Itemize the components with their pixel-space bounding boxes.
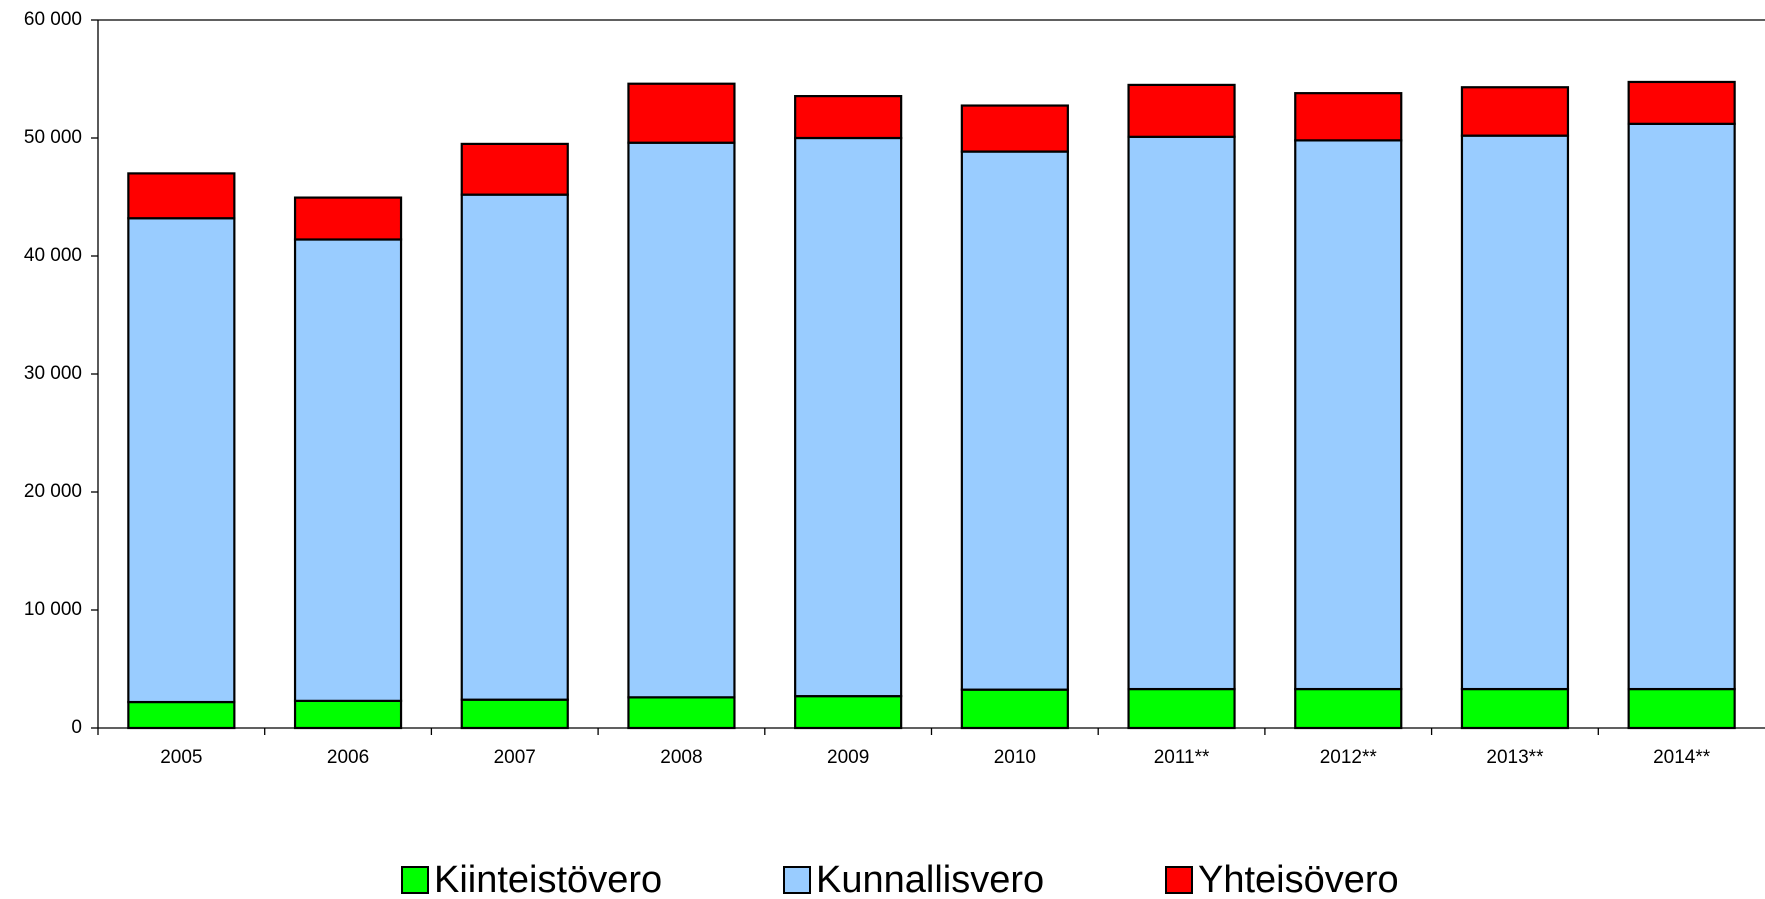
bar-segment xyxy=(1294,92,1403,142)
bar-segment xyxy=(293,238,403,702)
bar-segment xyxy=(127,700,236,730)
bar-segment xyxy=(460,142,569,196)
bar-segment xyxy=(960,104,1069,153)
x-tick-label: 2012** xyxy=(1320,747,1378,768)
x-tick-label: 2011** xyxy=(1154,747,1210,768)
bar-segment xyxy=(794,136,903,698)
bar-segment xyxy=(1294,687,1403,730)
x-tick-label: 2013** xyxy=(1486,747,1544,768)
x-tick-label: 2007 xyxy=(494,747,536,768)
bar-segment xyxy=(627,82,736,144)
bar-segment xyxy=(127,172,236,220)
y-tick-label: 60 000 xyxy=(24,9,82,30)
bar-segment xyxy=(627,696,736,730)
legend-label: Yhteisövero xyxy=(1198,859,1399,899)
y-tick-label: 40 000 xyxy=(24,245,82,266)
legend-swatch xyxy=(783,866,811,894)
x-tick-label: 2009 xyxy=(827,747,869,768)
bar-segment xyxy=(1460,687,1570,730)
bar-segment xyxy=(627,141,736,699)
bar-segment xyxy=(460,698,569,730)
x-tick-label: 2014** xyxy=(1653,747,1711,768)
bar-segment xyxy=(1460,134,1570,691)
bar-segment xyxy=(293,196,403,241)
bar-segment xyxy=(960,688,1069,730)
x-tick-label: 2006 xyxy=(327,747,369,768)
bar-segment xyxy=(794,95,903,140)
bar-segment xyxy=(1460,86,1570,137)
bar-segment xyxy=(1627,122,1736,691)
y-tick-label: 50 000 xyxy=(24,127,82,148)
y-tick-label: 30 000 xyxy=(24,363,82,384)
bar-segment xyxy=(1127,135,1236,691)
x-tick-label: 2010 xyxy=(994,747,1036,768)
bar-segment xyxy=(1127,687,1236,730)
bar-segment xyxy=(293,699,403,730)
bar-segment xyxy=(1294,139,1403,691)
bar-segment xyxy=(1627,687,1736,730)
x-tick-label: 2005 xyxy=(160,747,202,768)
bar-segment xyxy=(1127,83,1236,138)
y-tick-label: 0 xyxy=(71,717,82,738)
legend-label: Kiinteistövero xyxy=(434,859,662,899)
x-tick-label: 2008 xyxy=(660,747,702,768)
bar-segment xyxy=(127,217,236,704)
y-tick-label: 10 000 xyxy=(24,599,82,620)
bar-segment xyxy=(460,193,569,701)
legend-swatch xyxy=(1165,866,1193,894)
legend-label: Kunnallisvero xyxy=(816,859,1044,899)
bar-segment xyxy=(1627,80,1736,125)
legend-swatch xyxy=(401,866,429,894)
bar-segment xyxy=(794,695,903,730)
bar-segment xyxy=(960,150,1069,691)
y-tick-label: 20 000 xyxy=(24,481,82,502)
